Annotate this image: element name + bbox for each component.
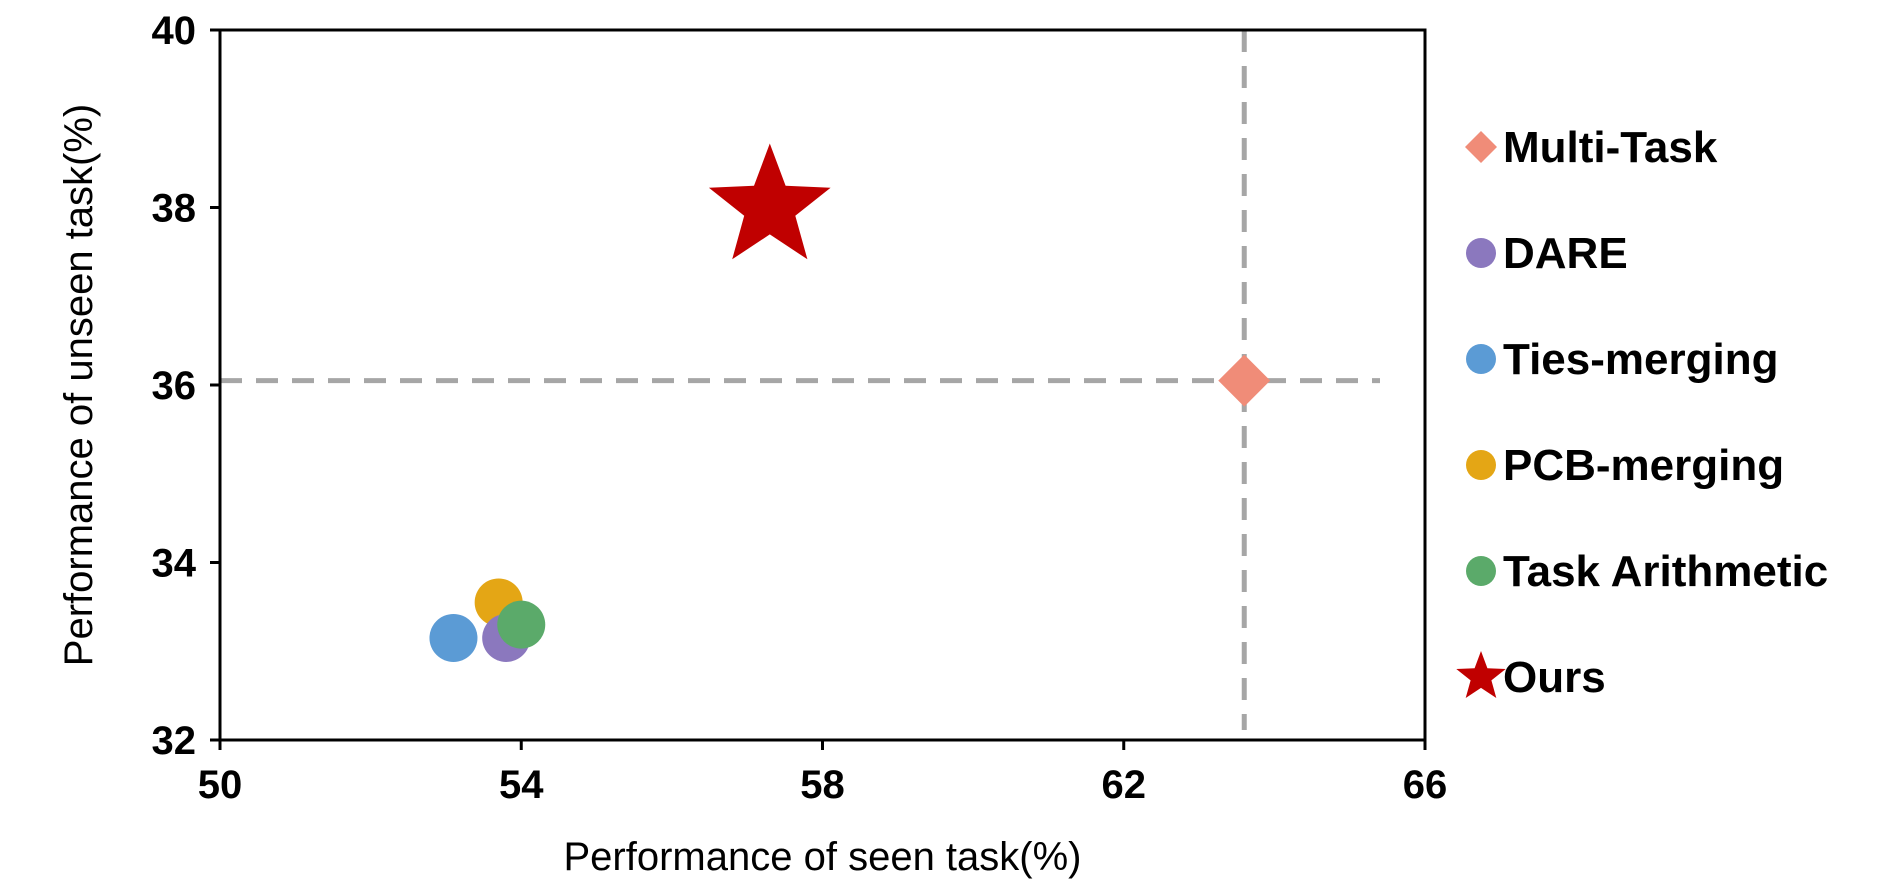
legend-label-pcb-merging: PCB-merging xyxy=(1503,441,1784,490)
legend-item-ours: Ours xyxy=(1456,651,1606,702)
legend: Multi-Task DARE Ties-merging PCB-merging Tas… xyxy=(1456,123,1828,702)
x-tick-label: 66 xyxy=(1403,763,1448,807)
legend-marker-multi-task xyxy=(1465,131,1497,163)
x-axis-title: Performance of seen task(%) xyxy=(564,835,1082,879)
legend-label-task-arithmetic: Task Arithmetic xyxy=(1503,547,1828,596)
x-tick-label: 50 xyxy=(198,763,243,807)
legend-marker-pcb-merging xyxy=(1466,450,1496,480)
legend-label-ties-merging: Ties-merging xyxy=(1503,335,1778,384)
reference-lines xyxy=(220,30,1380,730)
y-axis-title: Performance of unseen task(%) xyxy=(57,104,101,666)
point-ours xyxy=(708,143,831,260)
legend-label-multi-task: Multi-Task xyxy=(1503,123,1718,172)
y-tick-label: 32 xyxy=(152,719,197,763)
legend-label-ours: Ours xyxy=(1503,653,1606,702)
y-tick-label: 40 xyxy=(152,9,197,53)
data-marks xyxy=(429,143,1271,662)
legend-item-ties-merging: Ties-merging xyxy=(1466,335,1778,384)
legend-label-dare: DARE xyxy=(1503,229,1628,278)
point-multi-task xyxy=(1218,354,1271,407)
y-tick-label: 36 xyxy=(152,364,197,408)
x-tick-label: 58 xyxy=(800,763,845,807)
point-task-arithmetic xyxy=(497,600,546,649)
legend-item-task-arithmetic: Task Arithmetic xyxy=(1466,547,1828,596)
legend-marker-dare xyxy=(1466,238,1496,268)
legend-item-multi-task: Multi-Task xyxy=(1465,123,1718,172)
legend-item-pcb-merging: PCB-merging xyxy=(1466,441,1784,490)
y-tick-label: 34 xyxy=(152,542,197,586)
axes: 50 54 58 62 66 32 34 36 38 40 xyxy=(152,9,1448,807)
legend-marker-task-arithmetic xyxy=(1466,556,1496,586)
x-tick-label: 54 xyxy=(499,763,544,807)
legend-marker-ties-merging xyxy=(1466,344,1496,374)
legend-item-dare: DARE xyxy=(1466,229,1628,278)
point-ties-merging xyxy=(429,613,478,662)
x-tick-label: 62 xyxy=(1102,763,1147,807)
legend-marker-ours xyxy=(1456,651,1506,698)
y-tick-label: 38 xyxy=(152,187,197,231)
